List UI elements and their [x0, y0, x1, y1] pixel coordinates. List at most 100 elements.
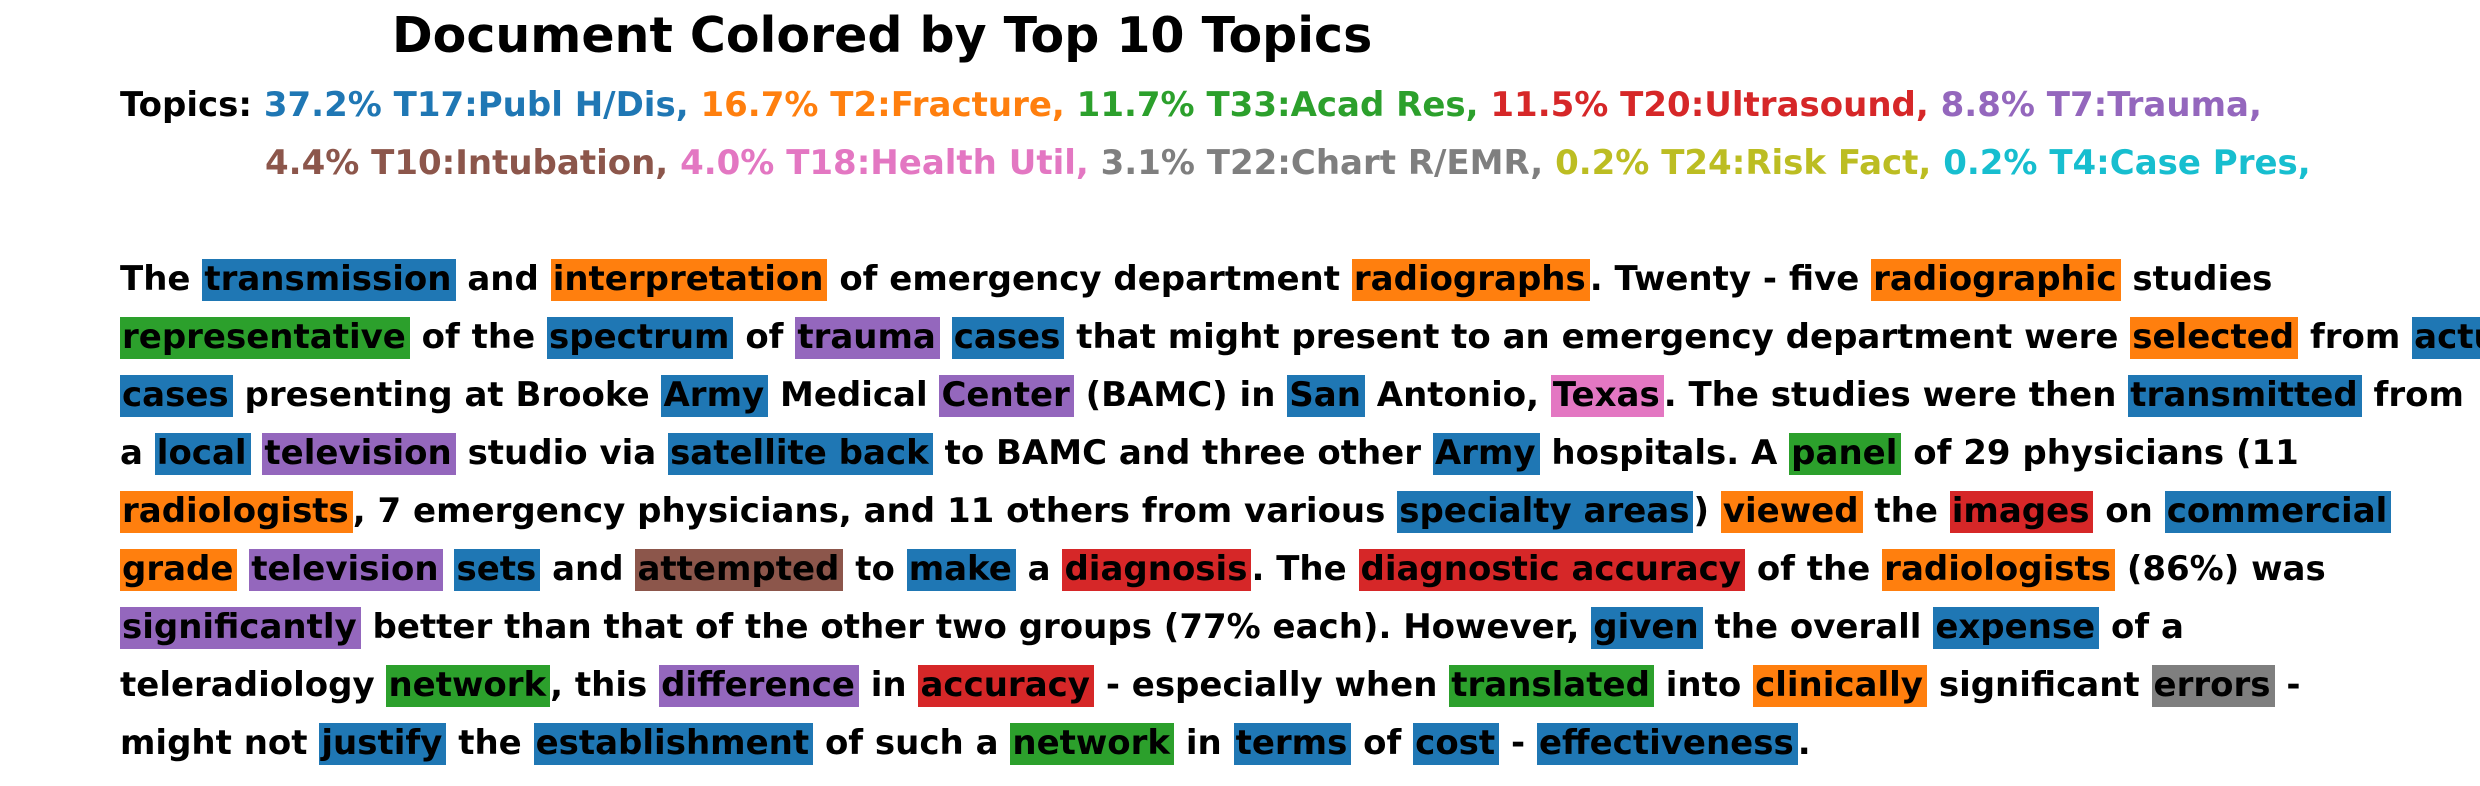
highlighted-word: images — [1949, 491, 2094, 533]
text-segment: The — [120, 259, 191, 299]
highlighted-word: representative — [120, 317, 410, 359]
topic-legend-entry: 0.2% T4:Case Pres, — [1943, 143, 2311, 183]
text-segment: studies — [2132, 259, 2273, 299]
text-segment: - especially when — [1105, 665, 1438, 705]
text-segment: better than that of the other two groups… — [372, 607, 1580, 647]
highlighted-word: effectiveness — [1537, 723, 1798, 765]
text-segment: , this — [550, 665, 648, 705]
highlighted-word: significantly — [120, 607, 361, 649]
text-segment: Antonio, — [1376, 375, 1540, 415]
topic-legend-entry: 4.4% T10:Intubation, — [265, 143, 669, 183]
text-line: cases presenting at Brooke Army Medical … — [120, 366, 2480, 424]
highlighted-word: attempted — [635, 549, 844, 591]
document-title: Document Colored by Top 10 Topics — [392, 7, 1373, 64]
highlighted-word: diagnosis — [1062, 549, 1252, 591]
highlighted-word: Army — [661, 375, 769, 417]
text-segment: of the — [1756, 549, 1871, 589]
text-segment: significant — [1938, 665, 2140, 705]
topic-legend-entry: 4.0% T18:Health Util, — [680, 143, 1089, 183]
highlighted-word: clinically — [1753, 665, 1927, 707]
text-segment: of the — [421, 317, 536, 357]
highlighted-word: trauma — [795, 317, 940, 359]
text-line: representative of the spectrum of trauma… — [120, 308, 2480, 366]
text-segment: might not — [120, 723, 308, 763]
topics-legend: Topics: 37.2% T17:Publ H/Dis, 16.7% T2:F… — [120, 76, 2311, 192]
topic-legend-entry: 16.7% T2:Fracture, — [700, 85, 1065, 125]
highlighted-word: expense — [1933, 607, 2100, 649]
topic-legend-entry: 0.2% T24:Risk Fact, — [1555, 143, 1932, 183]
topic-legend-entry: 37.2% T17:Publ H/Dis, — [263, 85, 689, 125]
legend-row: Topics: 37.2% T17:Publ H/Dis, 16.7% T2:F… — [120, 76, 2311, 134]
text-line: might not justify the establishment of s… — [120, 714, 2480, 772]
highlighted-word: accuracy — [918, 665, 1094, 707]
text-segment: of — [1363, 723, 1402, 763]
highlighted-word: satellite back — [668, 433, 933, 475]
topic-legend-entry: 11.7% T33:Acad Res, — [1076, 85, 1479, 125]
topic-legend-entry: 11.5% T20:Ultrasound, — [1490, 85, 1929, 125]
highlighted-word: translated — [1449, 665, 1654, 707]
highlighted-word: errors — [2151, 665, 2275, 707]
text-segment: into — [1665, 665, 1742, 705]
highlighted-word: Army — [1432, 433, 1540, 475]
text-segment: to — [855, 549, 895, 589]
text-line: radiologists, 7 emergency physicians, an… — [120, 482, 2480, 540]
highlighted-word: radiographs — [1351, 259, 1590, 301]
highlighted-word: spectrum — [547, 317, 734, 359]
highlighted-word: given — [1591, 607, 1703, 649]
highlighted-word: network — [1010, 723, 1175, 765]
topic-legend-entry: 3.1% T22:Chart R/EMR, — [1100, 143, 1544, 183]
text-segment: the overall — [1714, 607, 1922, 647]
text-segment: , 7 emergency physicians, and 11 others … — [352, 491, 1386, 531]
text-segment: of a — [2111, 607, 2184, 647]
text-segment: from — [2309, 317, 2401, 357]
text-segment: the — [1874, 491, 1938, 531]
text-segment: . The studies were then — [1663, 375, 2117, 415]
text-segment: teleradiology — [120, 665, 375, 705]
document-text: The transmission and interpretation of e… — [120, 250, 2480, 772]
text-segment: in — [870, 665, 907, 705]
highlighted-word: justify — [319, 723, 447, 765]
highlighted-word: cases — [951, 317, 1065, 359]
highlighted-word: television — [249, 549, 443, 591]
text-segment: - — [2286, 665, 2301, 705]
text-segment: a — [1027, 549, 1051, 589]
topic-legend-entry: 8.8% T7:Trauma, — [1940, 85, 2262, 125]
text-segment: - — [1511, 723, 1526, 763]
highlighted-word: diagnostic accuracy — [1358, 549, 1745, 591]
topics-label: Topics: — [120, 85, 253, 125]
text-segment: from — [2373, 375, 2464, 415]
highlighted-word: San — [1287, 375, 1365, 417]
highlighted-word: sets — [454, 549, 541, 591]
text-segment: presenting at Brooke — [244, 375, 650, 415]
text-segment: a — [120, 433, 143, 473]
text-segment: on — [2105, 491, 2153, 531]
text-segment: to BAMC and three other — [944, 433, 1422, 473]
legend-row: 4.4% T10:Intubation, 4.0% T18:Health Uti… — [120, 134, 2311, 192]
highlighted-word: transmitted — [2128, 375, 2362, 417]
highlighted-word: viewed — [1720, 491, 1863, 533]
highlighted-word: local — [154, 433, 251, 475]
highlighted-word: specialty areas — [1397, 491, 1694, 533]
text-line: The transmission and interpretation of e… — [120, 250, 2480, 308]
text-segment: in — [1185, 723, 1222, 763]
text-segment: studio via — [467, 433, 657, 473]
highlighted-word: establishment — [533, 723, 814, 765]
highlighted-word: terms — [1233, 723, 1352, 765]
highlighted-word: radiologists — [120, 491, 353, 533]
highlighted-word: cases — [120, 375, 233, 417]
highlighted-word: actual — [2412, 317, 2480, 359]
text-segment: (86%) was — [2126, 549, 2326, 589]
highlighted-word: interpretation — [550, 259, 828, 301]
text-line: grade television sets and attempted to m… — [120, 540, 2480, 598]
highlighted-word: network — [386, 665, 551, 707]
highlighted-word: Texas — [1550, 375, 1664, 417]
highlighted-word: Center — [939, 375, 1074, 417]
text-segment: . Twenty - five — [1589, 259, 1860, 299]
highlighted-word: cost — [1413, 723, 1500, 765]
text-line: significantly better than that of the ot… — [120, 598, 2480, 656]
text-segment: the — [458, 723, 522, 763]
highlighted-word: grade — [120, 549, 238, 591]
highlighted-word: radiographic — [1871, 259, 2121, 301]
text-line: a local television studio via satellite … — [120, 424, 2480, 482]
highlighted-word: transmission — [202, 259, 456, 301]
